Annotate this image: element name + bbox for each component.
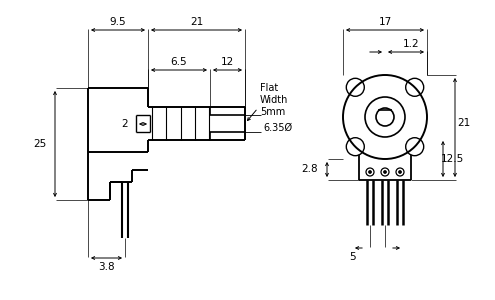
Text: 17: 17 (378, 17, 392, 27)
Circle shape (368, 170, 372, 173)
Text: 3.8: 3.8 (98, 262, 115, 272)
Text: 12: 12 (221, 57, 234, 67)
Text: 21: 21 (457, 118, 471, 128)
Text: 12.5: 12.5 (441, 154, 464, 164)
Text: 21: 21 (190, 17, 203, 27)
Text: 6.35Ø: 6.35Ø (263, 123, 292, 133)
Text: Flat
Width
5mm: Flat Width 5mm (260, 83, 289, 117)
Text: 2.8: 2.8 (301, 164, 318, 175)
Text: 25: 25 (34, 139, 47, 149)
Text: 6.5: 6.5 (171, 57, 187, 67)
Circle shape (398, 170, 401, 173)
Text: 5: 5 (348, 252, 355, 262)
Text: 2: 2 (121, 119, 128, 129)
Text: 1.2: 1.2 (403, 39, 419, 49)
Text: 9.5: 9.5 (110, 17, 126, 27)
Circle shape (384, 170, 387, 173)
